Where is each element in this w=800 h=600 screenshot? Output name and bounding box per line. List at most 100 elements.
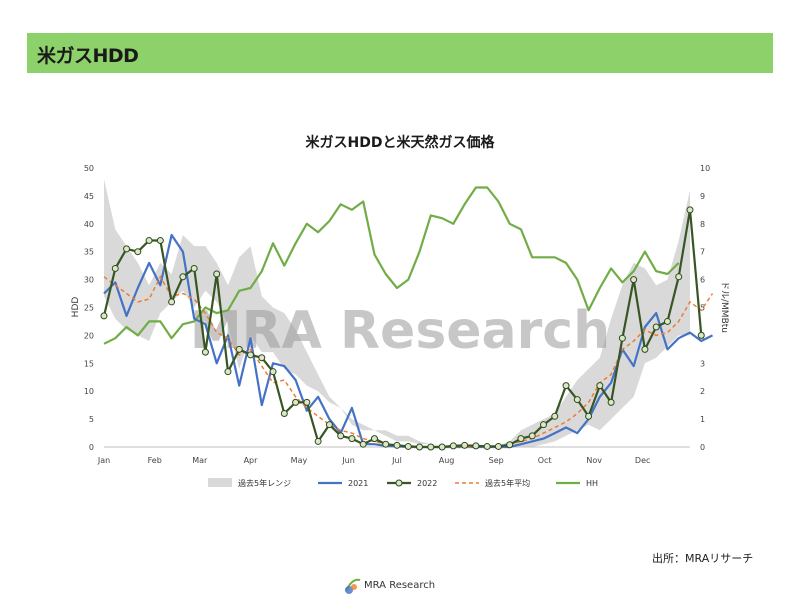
series-2022-point — [337, 432, 345, 440]
y2-tick-label: 6 — [700, 276, 705, 285]
legend-marker — [395, 479, 403, 487]
y-tick-label: 40 — [84, 220, 94, 229]
y2-tick-label: 3 — [700, 359, 705, 368]
x-tick-label: Sep — [489, 456, 504, 465]
series-2022-point — [359, 440, 367, 448]
series-2022-point — [596, 382, 604, 390]
legend-label: 2022 — [417, 479, 437, 488]
x-tick-label: Nov — [586, 456, 602, 465]
y-tick-label: 5 — [89, 415, 94, 424]
series-2022-point — [325, 421, 333, 429]
y2-tick-label: 0 — [700, 443, 705, 452]
page-title: 米ガスHDD — [37, 45, 139, 67]
series-2022-point — [506, 441, 514, 449]
series-2022-point — [292, 398, 300, 406]
y-tick-label: 20 — [84, 331, 94, 340]
series-2022-point — [585, 412, 593, 420]
series-2022-point — [438, 443, 446, 451]
series-2022-point — [247, 351, 254, 359]
series-2022-point — [348, 435, 356, 443]
x-tick-label: Mar — [192, 456, 208, 465]
series-2022-point — [156, 237, 164, 245]
y-tick-label: 0 — [89, 443, 94, 452]
series-2022-point — [269, 368, 277, 376]
series-2022-point — [528, 432, 536, 440]
series-2022-point — [213, 270, 221, 278]
series-2022-point — [652, 323, 660, 331]
series-2022-point — [370, 435, 378, 443]
series-2022-point — [404, 442, 412, 450]
y2-tick-label: 8 — [700, 220, 705, 229]
series-2022-point — [314, 437, 322, 445]
x-tick-label: Jul — [391, 456, 402, 465]
series-2022-point — [641, 345, 649, 353]
source-note: 出所：MRAリサーチ — [652, 552, 754, 565]
series-2022-point — [461, 441, 469, 449]
y2-tick-label: 1 — [700, 415, 705, 424]
logo-icon — [345, 578, 361, 594]
x-tick-label: Apr — [244, 456, 259, 465]
range-band — [104, 179, 690, 447]
series-2022-point — [697, 331, 705, 339]
series-2022-point — [100, 312, 108, 320]
series-2022-point — [630, 276, 638, 284]
y2-tick-label: 5 — [700, 304, 705, 313]
y2-axis-label: ドル/MMBtu — [719, 281, 729, 333]
series-2022-point — [382, 440, 390, 448]
y-tick-label: 45 — [84, 192, 94, 201]
series-2022-point — [258, 354, 266, 362]
chart-title: 米ガスHDDと米天然ガス価格 — [305, 135, 495, 151]
series-2022-point — [145, 237, 153, 245]
series-2022-point — [483, 442, 491, 450]
series-2022-point — [168, 298, 176, 306]
y-tick-label: 15 — [84, 359, 94, 368]
watermark: MRA Research — [190, 301, 610, 361]
series-2022-point — [123, 245, 131, 253]
series-2022-point — [427, 443, 435, 451]
legend-label: 過去5年レンジ — [238, 478, 291, 488]
series-2022-point — [280, 410, 288, 418]
y-tick-label: 10 — [84, 387, 94, 396]
series-2022-point — [675, 273, 683, 281]
series-2022-point — [303, 398, 311, 406]
series-2022-point — [686, 206, 694, 214]
y-tick-label: 50 — [84, 164, 94, 173]
y2-tick-label: 9 — [700, 192, 705, 201]
x-tick-label: May — [291, 456, 308, 465]
y2-tick-label: 10 — [700, 164, 710, 173]
y-axis-label: HDD — [71, 297, 81, 318]
legend-swatch — [208, 478, 232, 487]
series-2022-point — [551, 412, 559, 420]
series-2022-point — [494, 442, 502, 450]
x-tick-label: Jan — [97, 456, 110, 465]
x-tick-label: Jun — [341, 456, 355, 465]
series-2022-point — [618, 334, 626, 342]
legend-label: 2021 — [348, 479, 368, 488]
series-2022-point — [224, 368, 232, 376]
x-tick-label: Feb — [148, 456, 162, 465]
series-2022-point — [562, 382, 570, 390]
x-tick-label: Dec — [635, 456, 650, 465]
series-2022-point — [607, 398, 615, 406]
series-2022-point — [472, 442, 480, 450]
x-tick-label: Oct — [538, 456, 552, 465]
series-2022-point — [540, 421, 547, 429]
series-2022-point — [179, 273, 187, 281]
series-2022-point — [416, 443, 424, 451]
header-bar: 米ガスHDD — [27, 33, 773, 73]
series-2022-point — [190, 264, 198, 272]
series-2022-point — [393, 441, 401, 449]
y2-tick-label: 7 — [700, 248, 705, 257]
y-tick-label: 25 — [84, 304, 94, 313]
series-2022-point — [663, 317, 671, 325]
y2-tick-label: 2 — [700, 387, 705, 396]
footer-logo: MRA Research — [342, 576, 435, 596]
series-2022-point — [201, 348, 209, 356]
footer-logo-text: MRA Research — [364, 580, 436, 591]
x-tick-label: Aug — [439, 456, 455, 465]
series-2022-point — [449, 442, 457, 450]
legend-label: 過去5年平均 — [485, 478, 530, 488]
series-2022-point — [134, 248, 142, 256]
series-2022-point — [573, 396, 581, 404]
